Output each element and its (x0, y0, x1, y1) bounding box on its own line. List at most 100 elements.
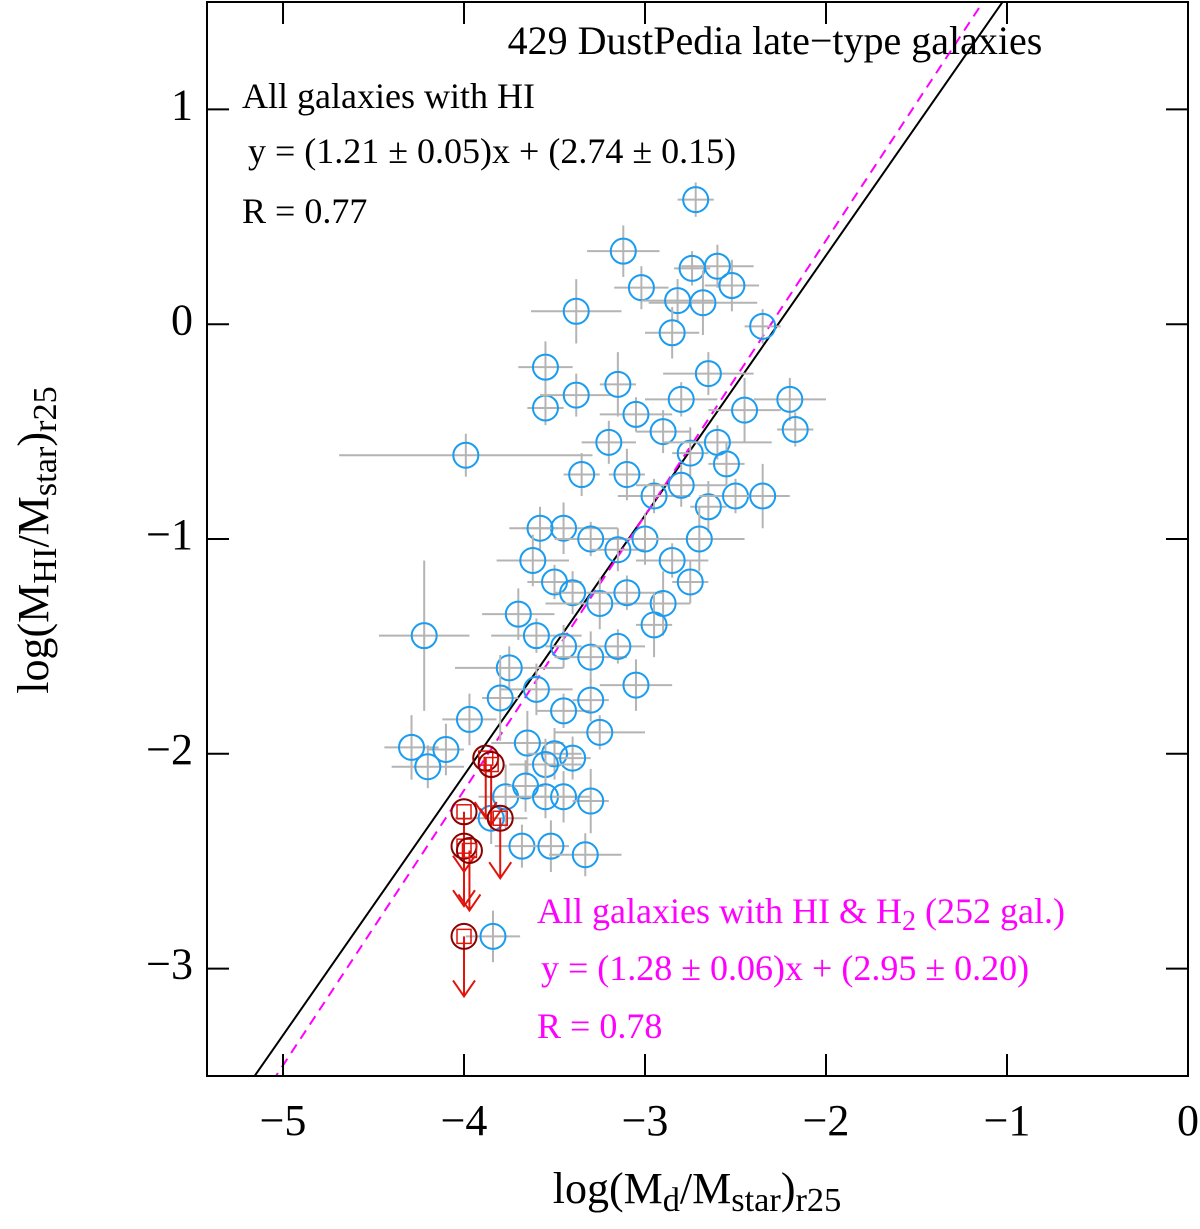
data-point (749, 482, 777, 510)
fit-line (253, 2, 1004, 1076)
y-tick-label: −1 (146, 510, 193, 559)
text-part: star (731, 1181, 781, 1219)
data-point (455, 705, 483, 733)
data-point (667, 471, 695, 499)
text-part: r25 (795, 1181, 841, 1219)
data-point (577, 525, 605, 553)
annotation: y = (1.28 ± 0.06)x + (2.95 ± 0.20) (541, 948, 1029, 988)
data-point (550, 632, 578, 660)
point-box (492, 810, 508, 826)
y-axis-label: log(MHI/Mstar)r25 (9, 386, 64, 694)
data-point (577, 643, 605, 671)
data-point (604, 632, 632, 660)
x-tick-label: −4 (441, 1096, 488, 1145)
text-part: y = (1.21 ± 0.05)x + (2.74 ± 0.15) (248, 131, 736, 171)
data-point (537, 832, 565, 860)
data-point (658, 319, 686, 347)
data-point (568, 461, 596, 489)
text-part: All galaxies with HI (242, 76, 535, 116)
point-box (461, 842, 478, 859)
x-tick-label: −3 (622, 1096, 669, 1145)
data-point (486, 684, 514, 712)
data-point (452, 441, 480, 469)
data-point (504, 600, 532, 628)
data-point (712, 450, 740, 478)
text-part: HI (26, 548, 64, 584)
text-part: log(M (9, 584, 58, 694)
plot-area (253, 2, 1004, 1076)
text-part: R = 0.77 (242, 191, 367, 231)
text-part: All galaxies with HI & H (537, 891, 902, 931)
x-tick-label: −2 (803, 1096, 850, 1145)
data-point (604, 536, 632, 564)
data-point (479, 922, 507, 950)
text-part: star (26, 446, 64, 496)
data-point (640, 482, 668, 510)
data-point (664, 287, 692, 315)
data-point (604, 370, 632, 398)
data-point (495, 654, 523, 682)
data-point (513, 729, 541, 757)
point-box (456, 928, 472, 945)
data-point (577, 787, 605, 815)
data-point (526, 514, 554, 542)
data-point (455, 836, 483, 864)
data-point (609, 237, 637, 265)
data-point (613, 461, 641, 489)
data-point (694, 360, 722, 388)
data-point (694, 493, 722, 521)
annotation: y = (1.21 ± 0.05)x + (2.74 ± 0.15) (248, 131, 736, 171)
y-tick-label: 1 (171, 80, 193, 129)
x-tick-label: −1 (984, 1096, 1031, 1145)
text-part: /M (9, 496, 58, 547)
data-point (685, 525, 713, 553)
data-point (776, 385, 804, 413)
data-point (613, 579, 641, 607)
data-point (562, 297, 590, 325)
data-point (682, 186, 710, 214)
upper-limit-arrow (479, 764, 503, 827)
upper-limit-arrow (488, 818, 513, 881)
y-tick-label: 0 (171, 295, 193, 344)
data-point (595, 428, 623, 456)
data-point (703, 252, 731, 280)
data-point (477, 751, 505, 779)
data-point (622, 400, 650, 428)
data-point (562, 381, 590, 409)
point-box (483, 756, 499, 773)
data-point (676, 568, 704, 596)
text-part: ) (781, 1164, 796, 1213)
data-point (667, 385, 695, 413)
text-part: y = (1.28 ± 0.06)x + (2.95 ± 0.20) (541, 948, 1029, 988)
annotation: All galaxies with HI (242, 76, 535, 116)
data-point (649, 418, 677, 446)
text-part: log(M (553, 1164, 663, 1213)
text-part: d (663, 1181, 680, 1219)
data-point (658, 546, 686, 574)
point-box (456, 804, 472, 820)
data-point (559, 744, 587, 772)
x-axis-label: log(Md/Mstar)r25 (553, 1164, 841, 1219)
data-point (676, 439, 704, 467)
data-point (586, 718, 614, 746)
data-point (531, 353, 559, 381)
data-point (522, 622, 550, 650)
data-point (749, 312, 777, 340)
text-part: R = 0.78 (537, 1006, 662, 1046)
data-point (781, 415, 809, 443)
data-point (577, 686, 605, 714)
upper-limit-arrow (457, 850, 482, 913)
upper-limit-arrow (452, 936, 476, 999)
text-part: 2 (902, 906, 916, 937)
data-point (410, 622, 438, 650)
upper-limit-arrow (452, 846, 476, 908)
x-tick-label: −5 (260, 1096, 307, 1145)
annotation: R = 0.78 (537, 1006, 662, 1046)
x-tick-label: 0 (1177, 1096, 1199, 1145)
data-point (571, 841, 599, 869)
data-point (450, 798, 478, 826)
text-part: ) (9, 432, 58, 447)
annotation: All galaxies with HI & H2 (252 gal.) (537, 891, 1065, 937)
y-tick-label: −3 (146, 940, 193, 989)
data-point (718, 272, 746, 300)
